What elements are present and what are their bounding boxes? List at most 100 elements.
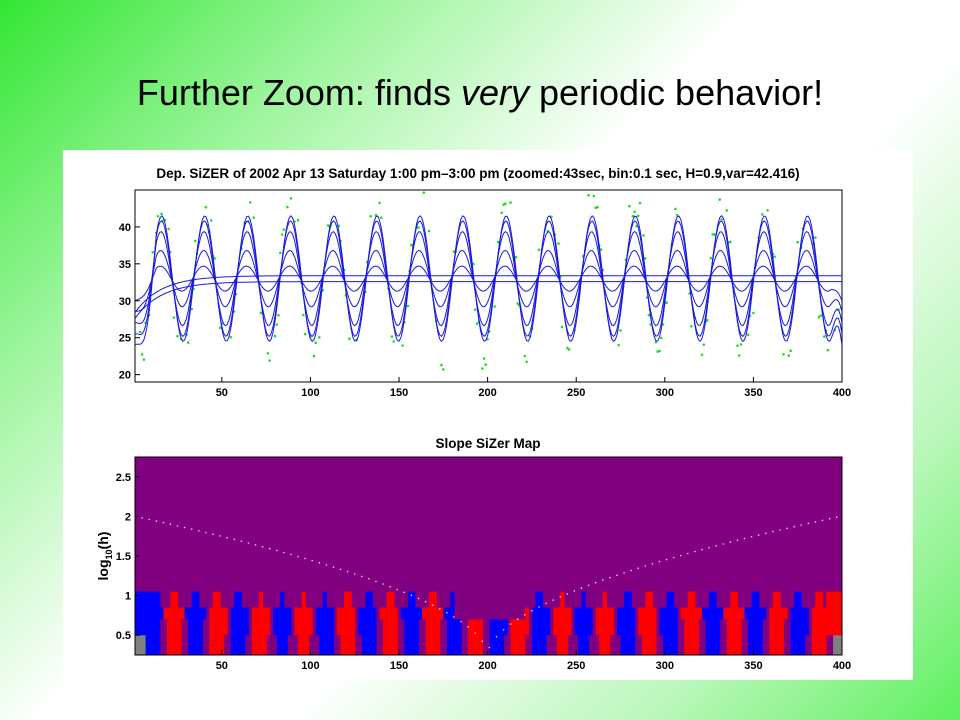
sizer-cell	[237, 635, 242, 655]
sizer-cell	[411, 607, 416, 620]
sizer-cell	[840, 619, 842, 636]
sizer-cell	[432, 619, 437, 636]
sizer-cell	[453, 619, 458, 636]
sizer-cell	[436, 635, 441, 655]
x-tick-label: 350	[744, 660, 762, 672]
sizer-cell	[585, 619, 590, 636]
sizer-cell	[213, 607, 218, 620]
boundary-dot	[467, 626, 469, 628]
sizer-cell	[531, 607, 536, 620]
sizer-cell	[602, 607, 607, 620]
data-point	[442, 368, 445, 371]
sizer-cell	[337, 607, 342, 620]
sizer-cell	[329, 607, 334, 620]
boundary-dot	[431, 604, 434, 606]
y-tick-label: 0.5	[116, 630, 131, 642]
sizer-cell	[393, 619, 398, 636]
sizer-cell	[450, 591, 455, 608]
sizer-cell	[344, 619, 349, 636]
sizer-cell	[826, 619, 831, 636]
boundary-dot	[807, 522, 810, 525]
sizer-cell	[687, 607, 692, 620]
data-point	[523, 354, 527, 358]
sizer-cell	[255, 607, 260, 620]
sizer-cell	[170, 619, 175, 636]
sizer-cell	[691, 607, 696, 620]
data-point	[302, 313, 305, 317]
sizer-cell	[237, 607, 242, 620]
sizer-cell	[535, 607, 540, 620]
sizer-cell	[326, 607, 331, 620]
sizer-cell	[769, 607, 774, 620]
sizer-cell	[542, 607, 547, 620]
sizer-cell	[351, 635, 356, 655]
sizer-cell	[170, 591, 175, 608]
data-point	[642, 234, 645, 237]
sizer-cell	[624, 619, 629, 636]
sizer-cell	[425, 635, 430, 655]
sizer-cell	[539, 619, 544, 636]
boundary-dot	[722, 543, 725, 545]
sizer-cell	[135, 635, 140, 655]
data-point	[286, 205, 289, 209]
data-point	[658, 349, 661, 353]
boundary-dot	[835, 516, 838, 518]
sizer-cell	[259, 607, 264, 620]
sizer-cell	[539, 635, 544, 655]
boundary-dot	[672, 556, 675, 559]
sizer-cell	[762, 607, 767, 620]
x-tick-label: 250	[567, 387, 585, 399]
sizer-cell	[733, 607, 738, 620]
boundary-dot	[552, 599, 554, 601]
sizer-cell	[833, 619, 838, 636]
sizer-cell	[407, 635, 412, 655]
sizer-cell	[822, 635, 827, 655]
data-point	[789, 349, 792, 352]
sizer-cell	[733, 635, 738, 655]
sizer-cell	[170, 635, 175, 655]
data-point	[796, 240, 799, 244]
data-point	[303, 332, 307, 336]
data-point	[135, 346, 137, 350]
sizer-cell	[815, 619, 820, 636]
sizer-cell	[772, 619, 777, 636]
sizer-cell	[556, 607, 561, 620]
sizer-cell	[436, 619, 441, 636]
sizer-cell	[365, 619, 370, 636]
data-point	[496, 240, 500, 244]
boundary-dot	[680, 554, 682, 557]
sizer-cell	[585, 635, 590, 655]
sizer-cell	[514, 619, 519, 636]
sizer-cell	[209, 619, 214, 636]
sizer-cell	[400, 607, 405, 620]
sizer-cell	[152, 607, 157, 620]
sizer-cell	[670, 591, 675, 608]
data-point	[638, 201, 642, 205]
sizer-cell	[751, 619, 756, 636]
sizer-cell	[298, 635, 303, 655]
sizer-cell	[340, 635, 345, 655]
sizer-cell	[191, 591, 196, 608]
sizer-cell	[152, 635, 157, 655]
data-point	[406, 304, 410, 308]
sizer-cell	[553, 607, 558, 620]
sizer-cell	[280, 607, 285, 620]
x-tick-label: 350	[744, 387, 762, 399]
sizer-cell	[457, 619, 462, 636]
sizer-cell	[737, 607, 742, 620]
sizer-cell	[510, 635, 515, 655]
sizer-cell	[177, 619, 182, 636]
data-point	[599, 248, 603, 251]
data-point	[826, 348, 830, 352]
boundary-dot	[502, 629, 505, 631]
sizer-cell	[578, 619, 583, 636]
data-point	[156, 215, 160, 218]
data-point	[557, 242, 560, 245]
sizer-cell	[393, 635, 398, 655]
data-point	[592, 194, 596, 198]
sizer-cell	[652, 619, 657, 636]
sizer-cell	[829, 619, 834, 636]
sizer-cell	[684, 619, 689, 636]
sizer-cell	[510, 619, 515, 636]
sizer-cell	[620, 619, 625, 636]
